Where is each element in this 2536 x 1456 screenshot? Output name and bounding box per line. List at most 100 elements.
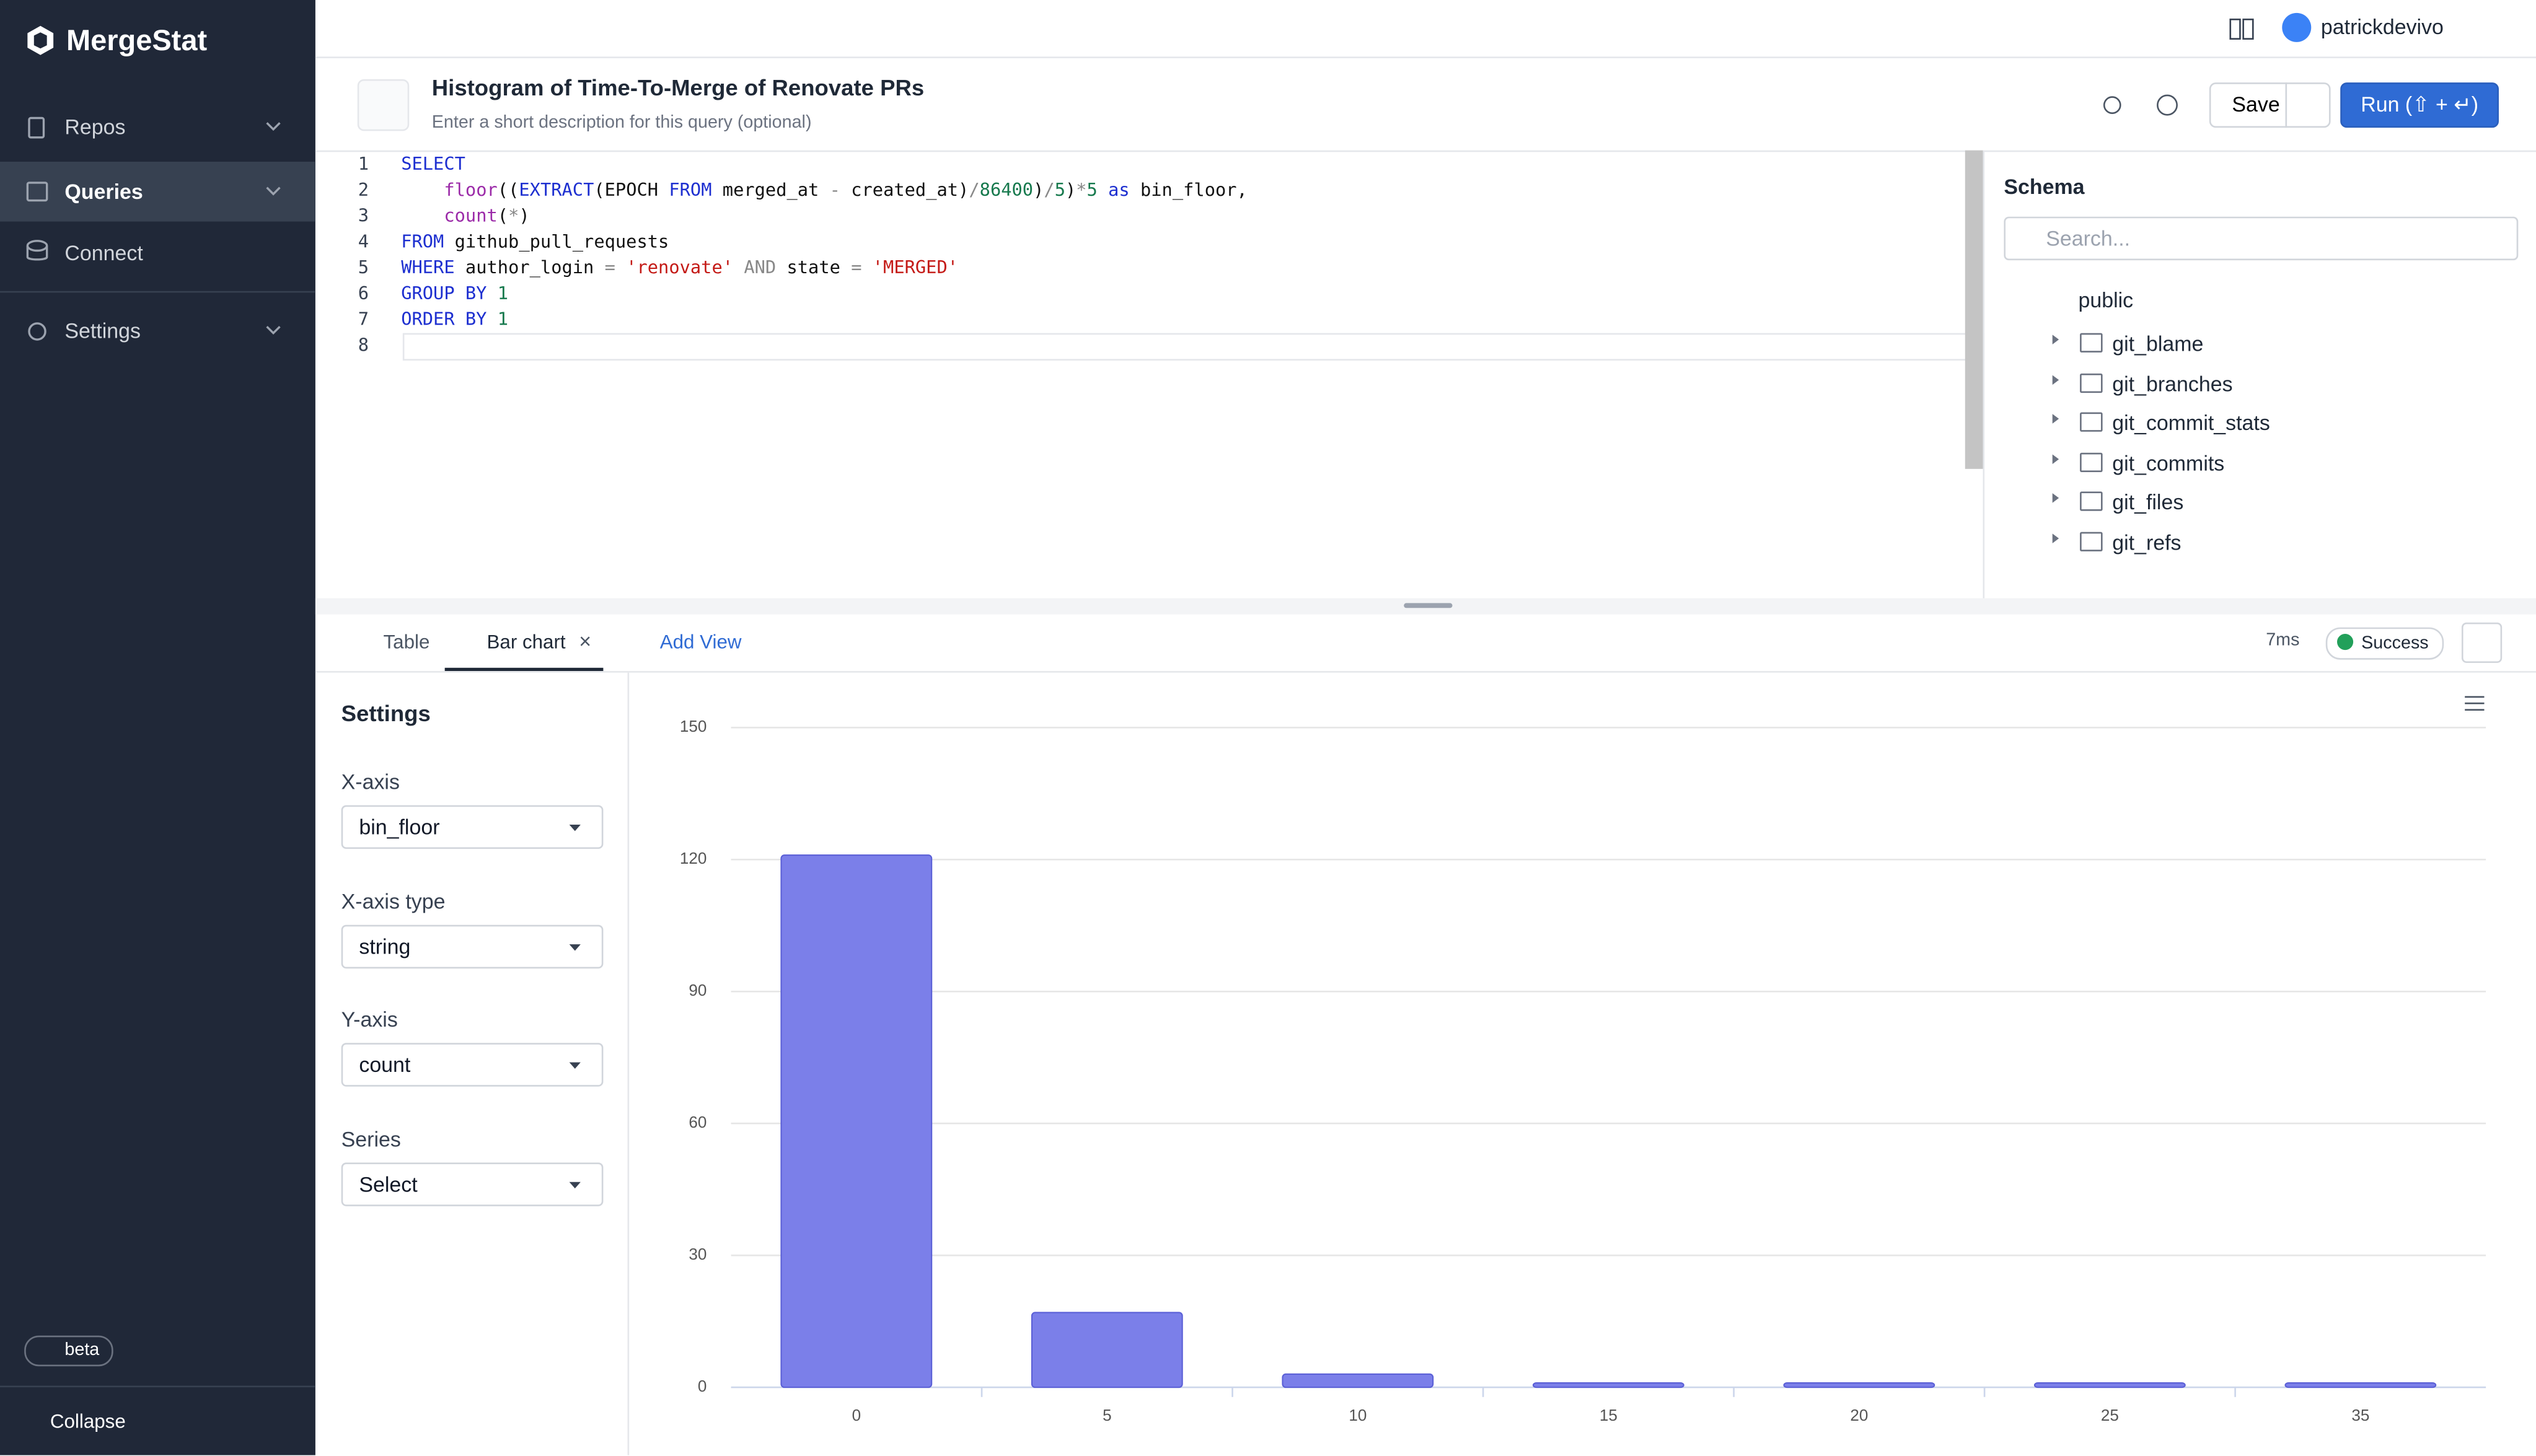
code-token: /: [1044, 179, 1055, 201]
docs-icon[interactable]: [2226, 13, 2258, 45]
tab[interactable]: Bar chart: [487, 630, 566, 654]
code-token: count: [444, 205, 498, 227]
code-token: [2157, 94, 2178, 116]
select[interactable]: Select: [341, 1162, 604, 1206]
code-line: WHERE author_login = 'renovate' AND stat…: [401, 257, 959, 278]
table-icon: [2080, 412, 2103, 432]
table-caret: [2052, 374, 2059, 384]
code-token: *: [508, 205, 519, 227]
code-line: GROUP BY 1: [401, 281, 508, 307]
field-label: X-axis type: [341, 889, 446, 914]
table-list: git_blame git_branches git_commit_stats git…: [1984, 323, 2536, 577]
x-tick-label: 0: [852, 1406, 861, 1424]
add-view[interactable]: Add View: [659, 630, 742, 654]
nav-item[interactable]: Queries: [64, 179, 143, 204]
divider: [0, 291, 315, 293]
y-tick-label: 90: [689, 981, 707, 999]
code-token: FROM: [401, 231, 444, 253]
table-icon: [2080, 531, 2103, 551]
code-token: EXTRACT: [519, 179, 594, 201]
save-button[interactable]: Save: [2209, 82, 2331, 128]
code-token: AND: [744, 257, 777, 278]
avatar[interactable]: [2282, 12, 2312, 42]
divider: [2285, 82, 2287, 128]
code-line: SELECT: [401, 152, 465, 178]
code-editor[interactable]: 1 SELECT 2 floor((EXTRACT(EPOCH FROM merge…: [317, 151, 1965, 599]
close-tab[interactable]: ×: [579, 629, 592, 654]
beta-badge: beta: [24, 1335, 114, 1367]
code-token: 5: [1054, 179, 1065, 201]
code-token: [26, 182, 48, 202]
nav-item[interactable]: Settings: [64, 318, 141, 343]
divider: [315, 150, 2536, 152]
code-token: as: [1108, 179, 1130, 201]
table-name: git_commit_stats: [2112, 410, 2270, 436]
select[interactable]: string: [341, 924, 604, 969]
x-tick-label: 20: [1850, 1406, 1868, 1424]
table-caret: [2052, 454, 2059, 463]
schema-root[interactable]: public: [2078, 287, 2134, 312]
field-label: Y-axis: [341, 1007, 398, 1032]
line-number: 3: [358, 205, 369, 227]
line-number: 4: [358, 231, 369, 253]
table-caret: [2052, 532, 2059, 543]
splitter-handle[interactable]: [1404, 603, 1453, 608]
code-token: ORDER BY: [401, 309, 487, 330]
schema-title: Schema: [2004, 174, 2085, 199]
field-label: Series: [341, 1126, 401, 1152]
nav-item[interactable]: Repos: [64, 115, 126, 139]
code-token: =: [851, 257, 862, 278]
x-tick-label: 35: [2351, 1406, 2369, 1424]
code-token: SELECT: [401, 153, 465, 175]
query-title[interactable]: Histogram of Time-To-Merge of Renovate P…: [431, 74, 925, 100]
select-carets: [569, 824, 581, 1189]
user-name[interactable]: patrickdevivo: [2320, 14, 2444, 39]
table-name: git_files: [2112, 489, 2184, 514]
line-number: 6: [358, 283, 369, 304]
y-tick-label: 150: [680, 717, 707, 735]
logo: [27, 25, 54, 55]
active-line: [402, 333, 1985, 361]
code-token: 5: [1086, 179, 1098, 201]
line-number: 8: [358, 335, 369, 356]
code-line: FROM github_pull_requests: [401, 231, 669, 253]
table-name: git_refs: [2112, 529, 2182, 554]
code-token: *: [1076, 179, 1087, 201]
code-token: 'MERGED': [872, 257, 959, 278]
select[interactable]: count: [341, 1043, 604, 1087]
field-label: X-axis: [341, 770, 400, 794]
brand: MergeStat: [66, 24, 208, 57]
code-token: [28, 322, 46, 341]
table-caret: [2052, 414, 2059, 424]
code-token: GROUP BY: [401, 283, 487, 304]
x-tick-label: 25: [2101, 1406, 2119, 1424]
status-badge: Success: [2325, 627, 2444, 660]
tab[interactable]: Table: [383, 630, 430, 654]
bar: [2033, 1382, 2186, 1388]
collapse[interactable]: Collapse: [50, 1410, 126, 1433]
query-icon: [357, 79, 410, 131]
code-token: [2103, 96, 2121, 114]
divider: [315, 671, 2536, 673]
table-icon: [2080, 452, 2103, 471]
code-token: [2229, 19, 2254, 40]
expand-button[interactable]: [2461, 622, 2503, 663]
nav-item[interactable]: Connect: [64, 240, 143, 265]
schema-search[interactable]: Search...: [2004, 216, 2519, 261]
code-token: 1: [497, 309, 509, 330]
code-token: [26, 245, 48, 261]
table-caret: [2052, 335, 2059, 344]
code-token: [33, 32, 47, 49]
nav-active: [0, 161, 315, 222]
code-token: 'renovate': [626, 257, 734, 278]
line-number: 7: [358, 309, 369, 330]
run-button[interactable]: Run (⇧ + ↵): [2340, 82, 2499, 128]
line-number: 5: [358, 257, 369, 278]
scrollbar: [1965, 150, 1983, 469]
divider: [0, 1385, 315, 1388]
chart-menu[interactable]: [2465, 696, 2485, 711]
query-description[interactable]: Enter a short description for this query…: [431, 113, 812, 133]
select[interactable]: bin_floor: [341, 805, 604, 849]
toolbar-icons[interactable]: [2096, 89, 2193, 121]
